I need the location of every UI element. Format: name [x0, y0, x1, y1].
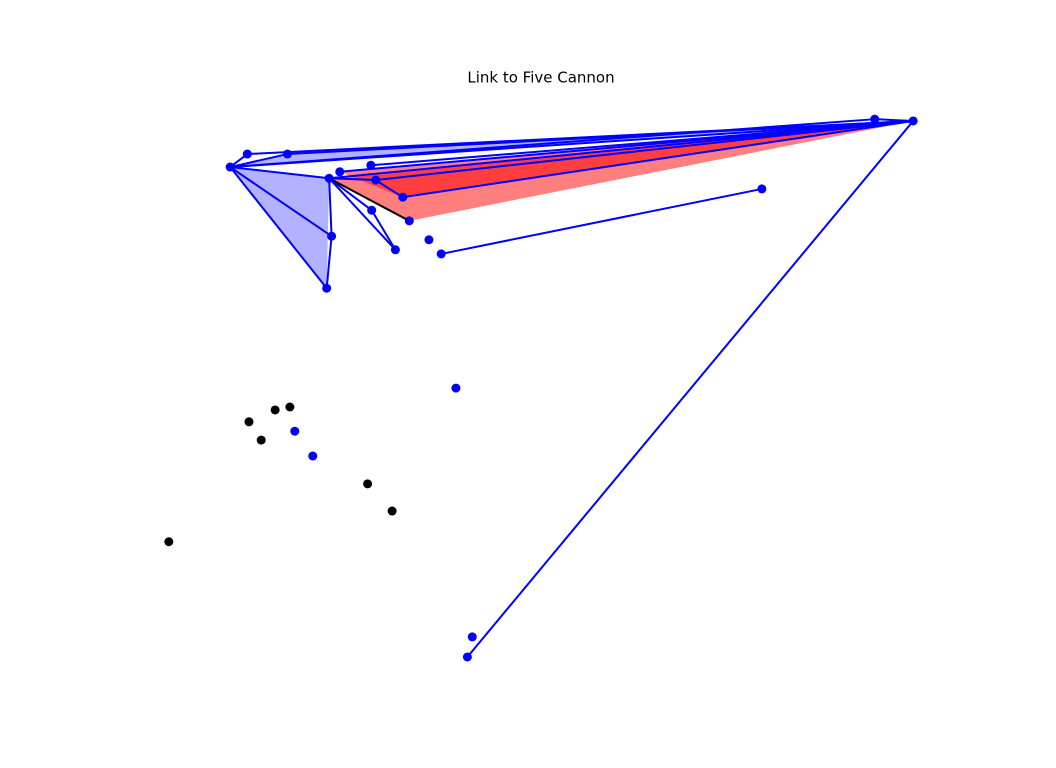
link [328, 178, 333, 237]
node [244, 417, 254, 427]
link [339, 119, 914, 173]
node [462, 652, 472, 662]
node [870, 114, 880, 124]
link [375, 179, 404, 199]
link [402, 119, 914, 199]
link [229, 166, 328, 289]
node [467, 632, 477, 642]
node [225, 162, 235, 172]
node [366, 160, 376, 170]
field [339, 120, 914, 198]
link [370, 209, 397, 251]
node [327, 231, 337, 241]
node [387, 506, 397, 516]
node [363, 479, 373, 489]
node [404, 216, 414, 226]
link [466, 120, 914, 658]
node [398, 192, 408, 202]
node [371, 175, 381, 185]
node [451, 383, 461, 393]
node [424, 235, 434, 245]
node [908, 116, 918, 126]
chart-title: Link to Five Cannon [467, 69, 614, 87]
link [328, 177, 410, 222]
link [328, 177, 397, 251]
node [164, 537, 174, 547]
node [367, 205, 377, 215]
link [329, 177, 376, 182]
link [328, 177, 373, 211]
node [282, 149, 292, 159]
link [229, 153, 288, 169]
node [290, 426, 300, 436]
node [757, 184, 767, 194]
field [329, 120, 914, 221]
link [325, 236, 333, 289]
link [230, 166, 330, 180]
node [324, 173, 334, 183]
link [229, 166, 333, 238]
node [335, 167, 345, 177]
link [375, 119, 914, 182]
node [242, 149, 252, 159]
node [436, 249, 446, 259]
link [230, 118, 875, 169]
node [308, 451, 318, 461]
node [390, 245, 400, 255]
link [287, 119, 914, 156]
node [270, 405, 280, 415]
link [441, 187, 763, 255]
link [874, 118, 914, 122]
node [285, 402, 295, 412]
node [322, 283, 332, 293]
node [256, 435, 266, 445]
